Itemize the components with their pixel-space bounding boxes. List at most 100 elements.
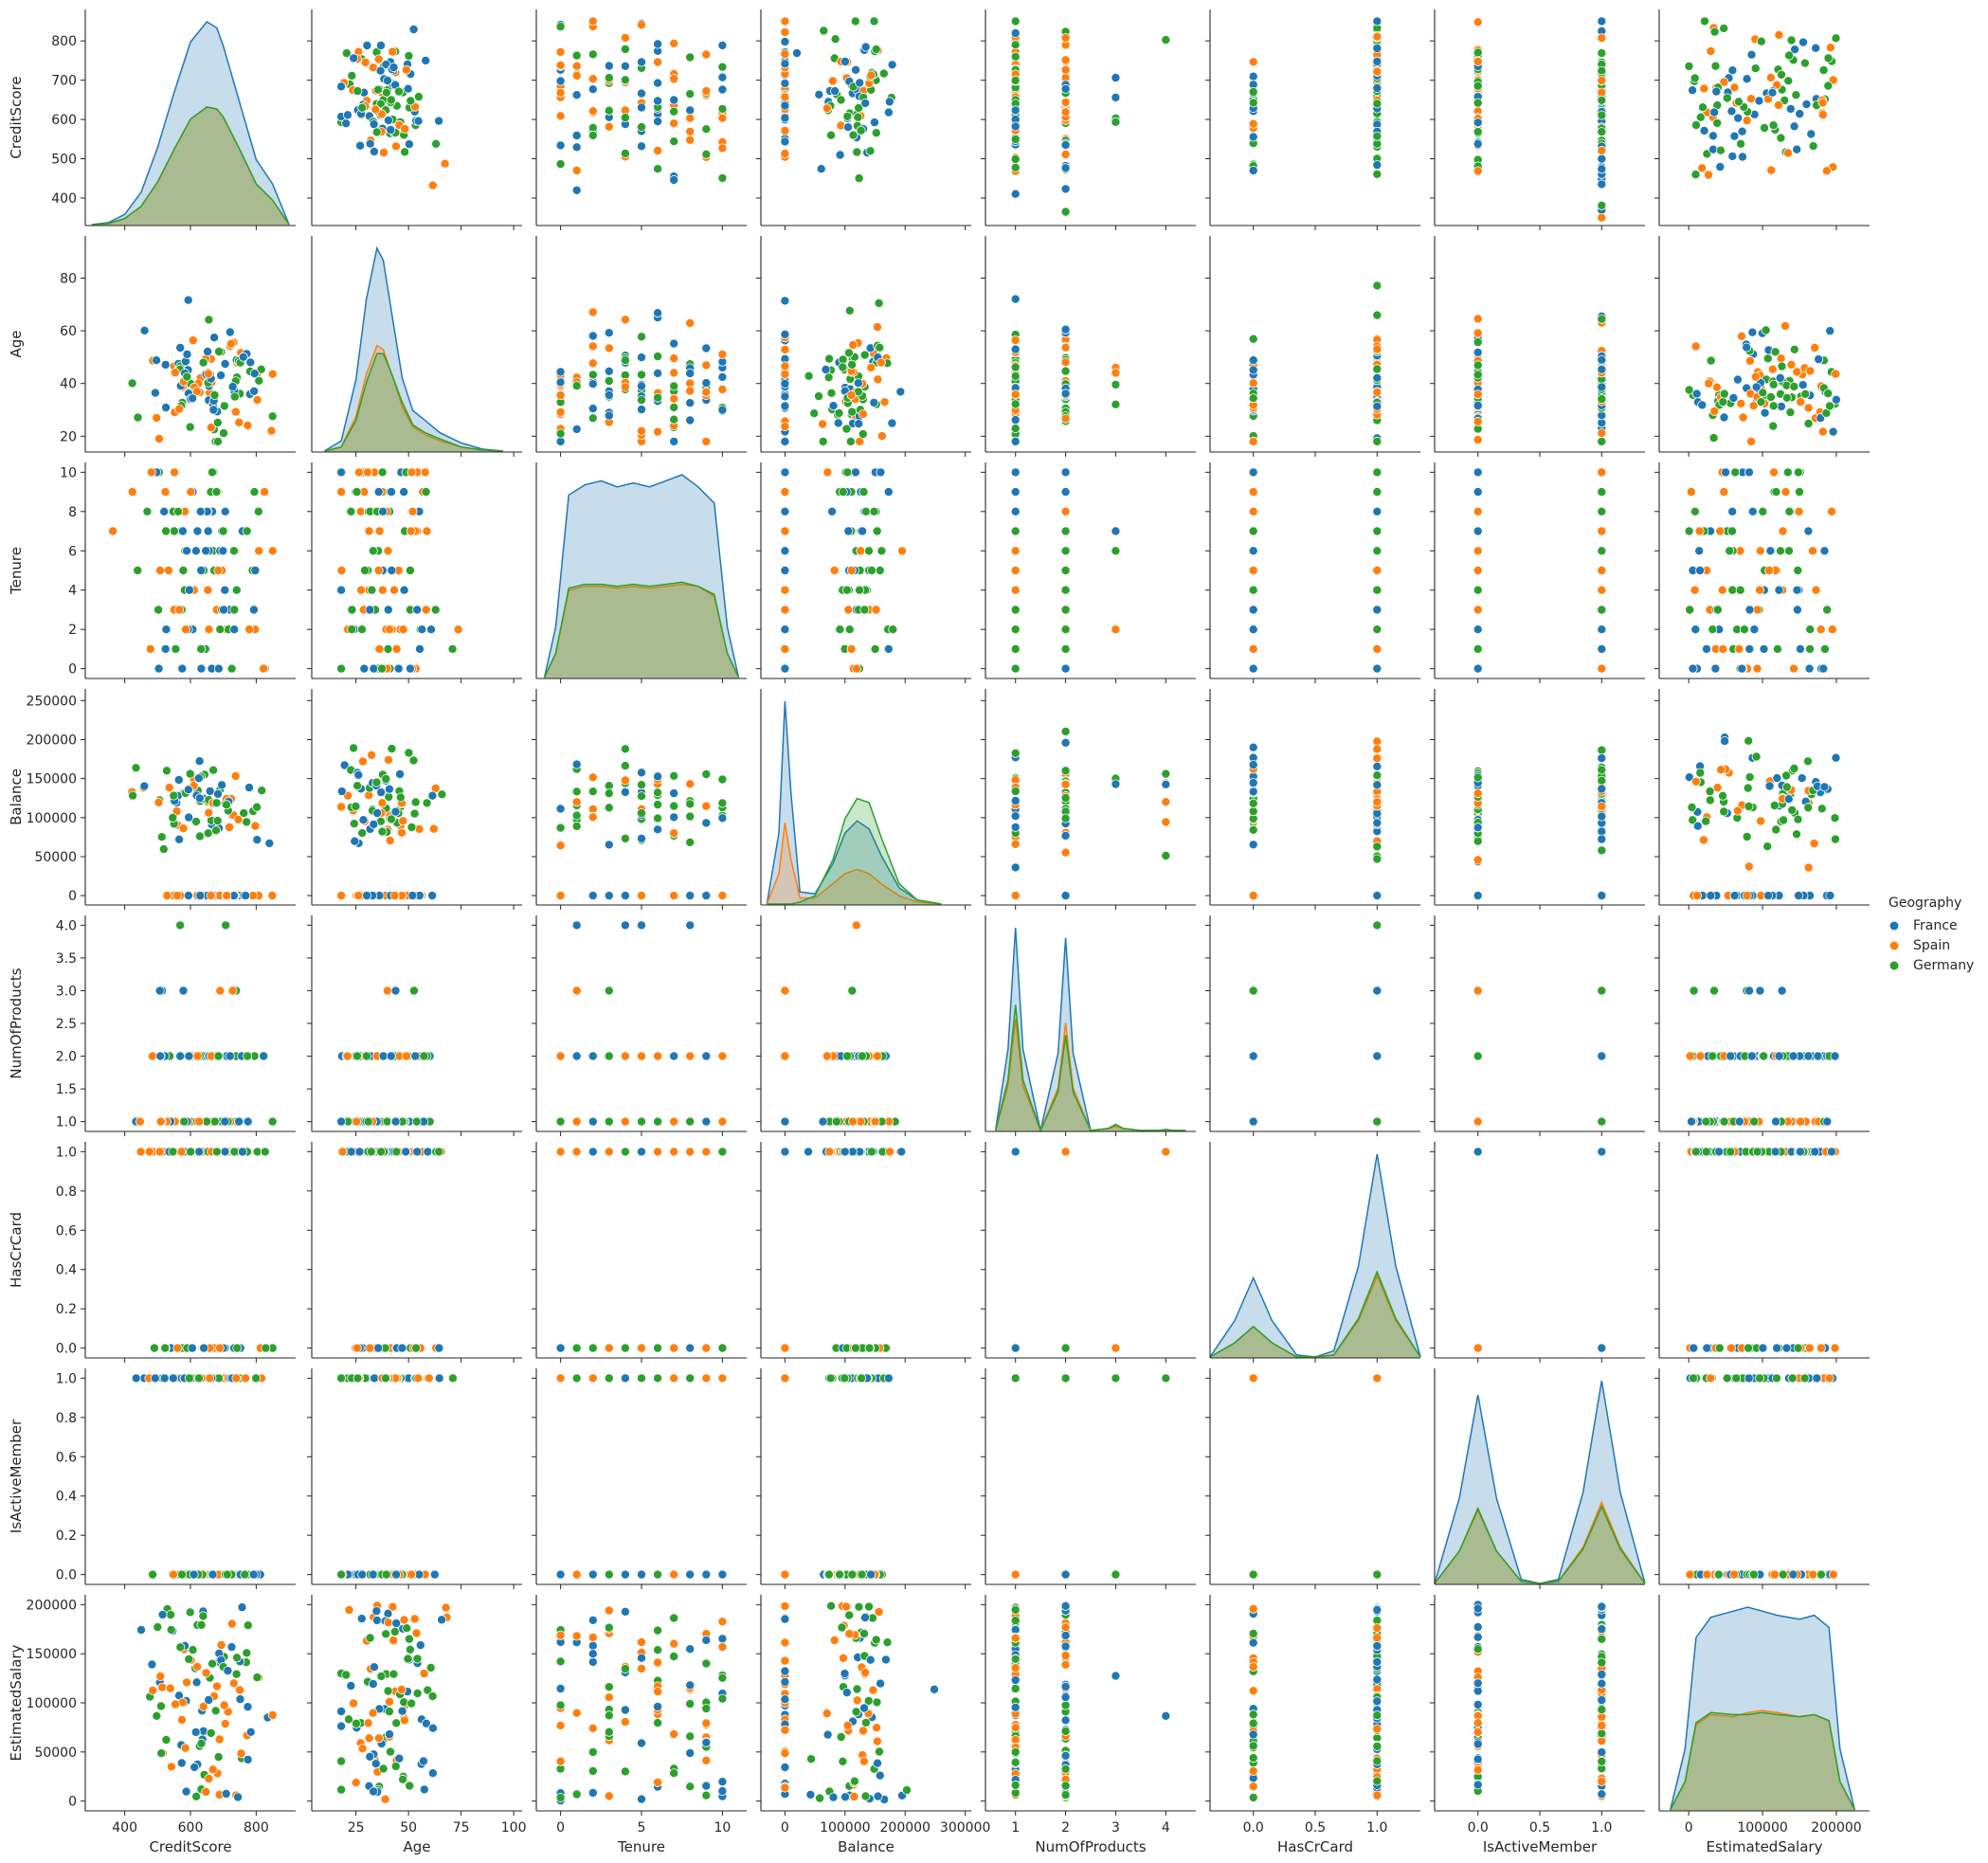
scatter-point <box>1739 624 1749 635</box>
scatter-point <box>453 624 463 635</box>
scatter-point <box>1597 212 1607 223</box>
scatter-point <box>393 86 404 97</box>
scatter-point <box>205 786 215 796</box>
scatter-point <box>213 566 224 576</box>
scatter-point <box>1060 357 1071 368</box>
scatter-point <box>1248 798 1258 808</box>
scatter-point <box>1811 585 1821 595</box>
scatter-point <box>637 808 647 819</box>
scatter-point <box>385 624 395 635</box>
scatter-point <box>846 389 857 400</box>
scatter-point <box>406 96 416 106</box>
scatter-point <box>701 378 712 389</box>
scatter-point <box>1726 1051 1736 1061</box>
scatter-point <box>864 1343 875 1353</box>
scatter-point <box>1768 421 1779 431</box>
scatter-point <box>1788 1051 1798 1061</box>
scatter-point <box>194 793 205 804</box>
scatter-point <box>1161 35 1171 45</box>
scatter-point <box>887 418 897 428</box>
scatter-point <box>669 414 679 425</box>
scatter-point <box>1727 506 1738 516</box>
scatter-point <box>571 821 582 831</box>
scatter-point <box>1810 342 1820 353</box>
scatter-point <box>850 467 860 478</box>
scatter-point <box>1792 367 1802 377</box>
scatter-point <box>1372 467 1383 478</box>
scatter-point <box>869 118 879 128</box>
scatter-point <box>1795 109 1805 119</box>
scatter-point <box>841 424 852 434</box>
scatter-point <box>555 804 566 814</box>
scatter-point <box>1706 46 1716 57</box>
scatter-point <box>267 369 278 379</box>
scatter-point <box>1473 891 1483 901</box>
scatter-point <box>780 487 790 497</box>
scatter-point <box>1771 824 1781 835</box>
scatter-point <box>173 775 184 786</box>
scatter-point <box>555 111 566 121</box>
y-tick-label: 0.8 <box>56 1185 77 1200</box>
scatter-point <box>843 605 854 615</box>
scatter-point <box>244 624 255 635</box>
scatter-point <box>179 1116 190 1127</box>
scatter-point <box>1248 87 1258 98</box>
scatter-point <box>701 387 712 397</box>
scatter-point <box>1111 73 1121 83</box>
scatter-point <box>1830 834 1840 844</box>
scatter-point <box>204 807 214 818</box>
scatter-point <box>192 1051 203 1061</box>
scatter-point <box>371 777 382 787</box>
scatter-point <box>1060 891 1071 901</box>
scatter-point <box>1778 526 1788 536</box>
scatter-point <box>555 60 566 70</box>
scatter-point <box>417 624 427 635</box>
scatter-point <box>873 374 883 385</box>
scatter-point <box>395 792 406 803</box>
y-tick-label: 150000 <box>27 772 77 787</box>
y-tick-label: 2.0 <box>56 1050 77 1065</box>
scatter-point <box>1248 1051 1258 1061</box>
y-tick-label: 0 <box>68 889 77 904</box>
scatter-point <box>421 605 431 615</box>
scatter-point <box>267 1116 278 1127</box>
scatter-point <box>587 891 598 901</box>
scatter-point <box>669 1116 679 1127</box>
scatter-point <box>701 1147 712 1157</box>
scatter-point <box>220 585 230 595</box>
scatter-point <box>1597 605 1607 615</box>
scatter-point <box>1473 605 1483 615</box>
scatter-point <box>847 986 858 996</box>
scatter-point <box>384 784 394 794</box>
scatter-point <box>1473 1116 1483 1127</box>
scatter-point <box>1248 986 1258 996</box>
scatter-point <box>620 744 630 754</box>
scatter-point <box>1597 1116 1607 1127</box>
scatter-point <box>1688 85 1698 96</box>
scatter-point <box>1803 862 1814 873</box>
scatter-point <box>1755 546 1765 556</box>
scatter-point <box>875 342 885 353</box>
scatter-point <box>1794 891 1804 901</box>
scatter-point <box>780 149 790 159</box>
scatter-point <box>1060 207 1071 217</box>
y-tick-label: 700 <box>51 74 77 89</box>
scatter-point <box>555 1051 566 1061</box>
scatter-point <box>587 331 598 341</box>
scatter-point <box>1372 1116 1383 1127</box>
scatter-point <box>885 1147 895 1157</box>
scatter-point <box>1764 566 1775 576</box>
scatter-point <box>108 526 118 536</box>
scatter-point <box>685 1116 696 1127</box>
scatter-point <box>620 113 630 123</box>
scatter-point <box>1761 325 1771 335</box>
scatter-point <box>1372 387 1383 397</box>
scatter-point <box>869 506 879 516</box>
scatter-point <box>250 566 261 576</box>
scatter-point <box>637 1051 647 1061</box>
scatter-point <box>341 48 352 59</box>
scatter-point <box>391 1147 402 1157</box>
scatter-point <box>637 20 647 30</box>
scatter-point <box>1708 624 1718 635</box>
scatter-point <box>717 84 728 95</box>
